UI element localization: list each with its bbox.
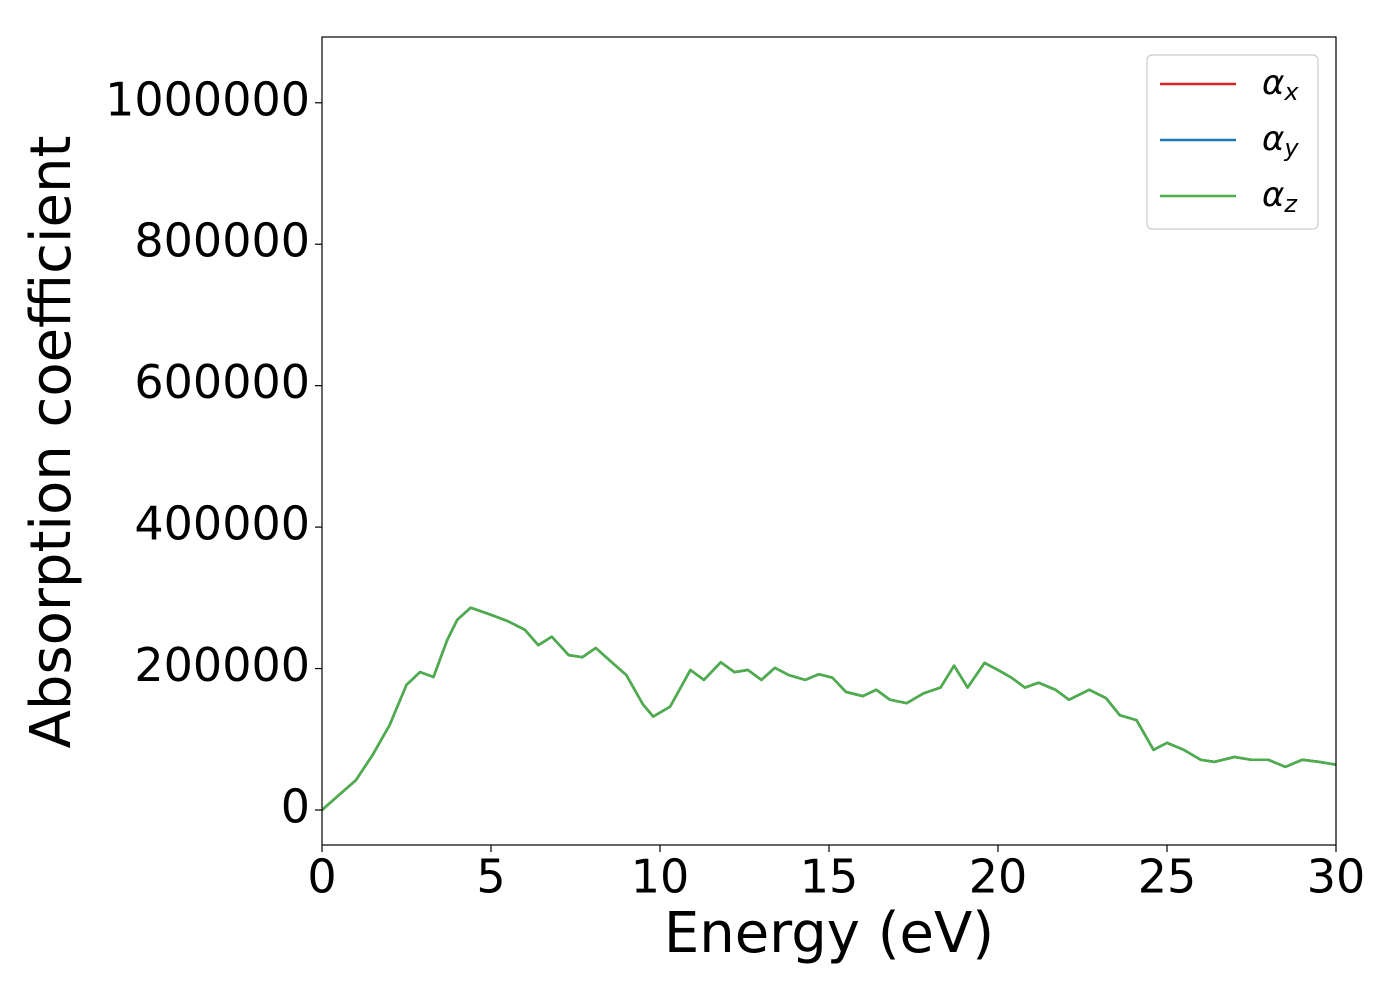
y-tick-label: 200000 bbox=[134, 638, 310, 692]
x-tick-label: 25 bbox=[1138, 850, 1197, 904]
line-series bbox=[322, 606, 1336, 811]
legend-label: αz bbox=[1262, 175, 1298, 219]
y-tick-label: 1000000 bbox=[105, 72, 310, 126]
y-tick-label: 600000 bbox=[134, 355, 310, 409]
y-tick-label: 800000 bbox=[134, 214, 310, 268]
plot-frame bbox=[321, 36, 1337, 846]
legend-label: αx bbox=[1262, 63, 1299, 107]
x-tick-label: 0 bbox=[307, 850, 336, 904]
x-tick-label: 20 bbox=[969, 850, 1028, 904]
legend-label: αy bbox=[1262, 119, 1299, 163]
x-tick-label: 15 bbox=[800, 850, 859, 904]
x-tick-label: 30 bbox=[1307, 850, 1366, 904]
y-tick-label: 400000 bbox=[134, 497, 310, 551]
legend-box bbox=[1146, 54, 1319, 230]
line-series bbox=[322, 606, 1336, 811]
x-tick-label: 5 bbox=[476, 850, 505, 904]
y-tick-label: 0 bbox=[281, 779, 310, 833]
x-tick-label: 10 bbox=[631, 850, 690, 904]
x-axis-label: Energy (eV) bbox=[664, 901, 994, 966]
line-series bbox=[322, 606, 1336, 811]
y-axis-label: Absorption coefficient bbox=[19, 136, 84, 749]
